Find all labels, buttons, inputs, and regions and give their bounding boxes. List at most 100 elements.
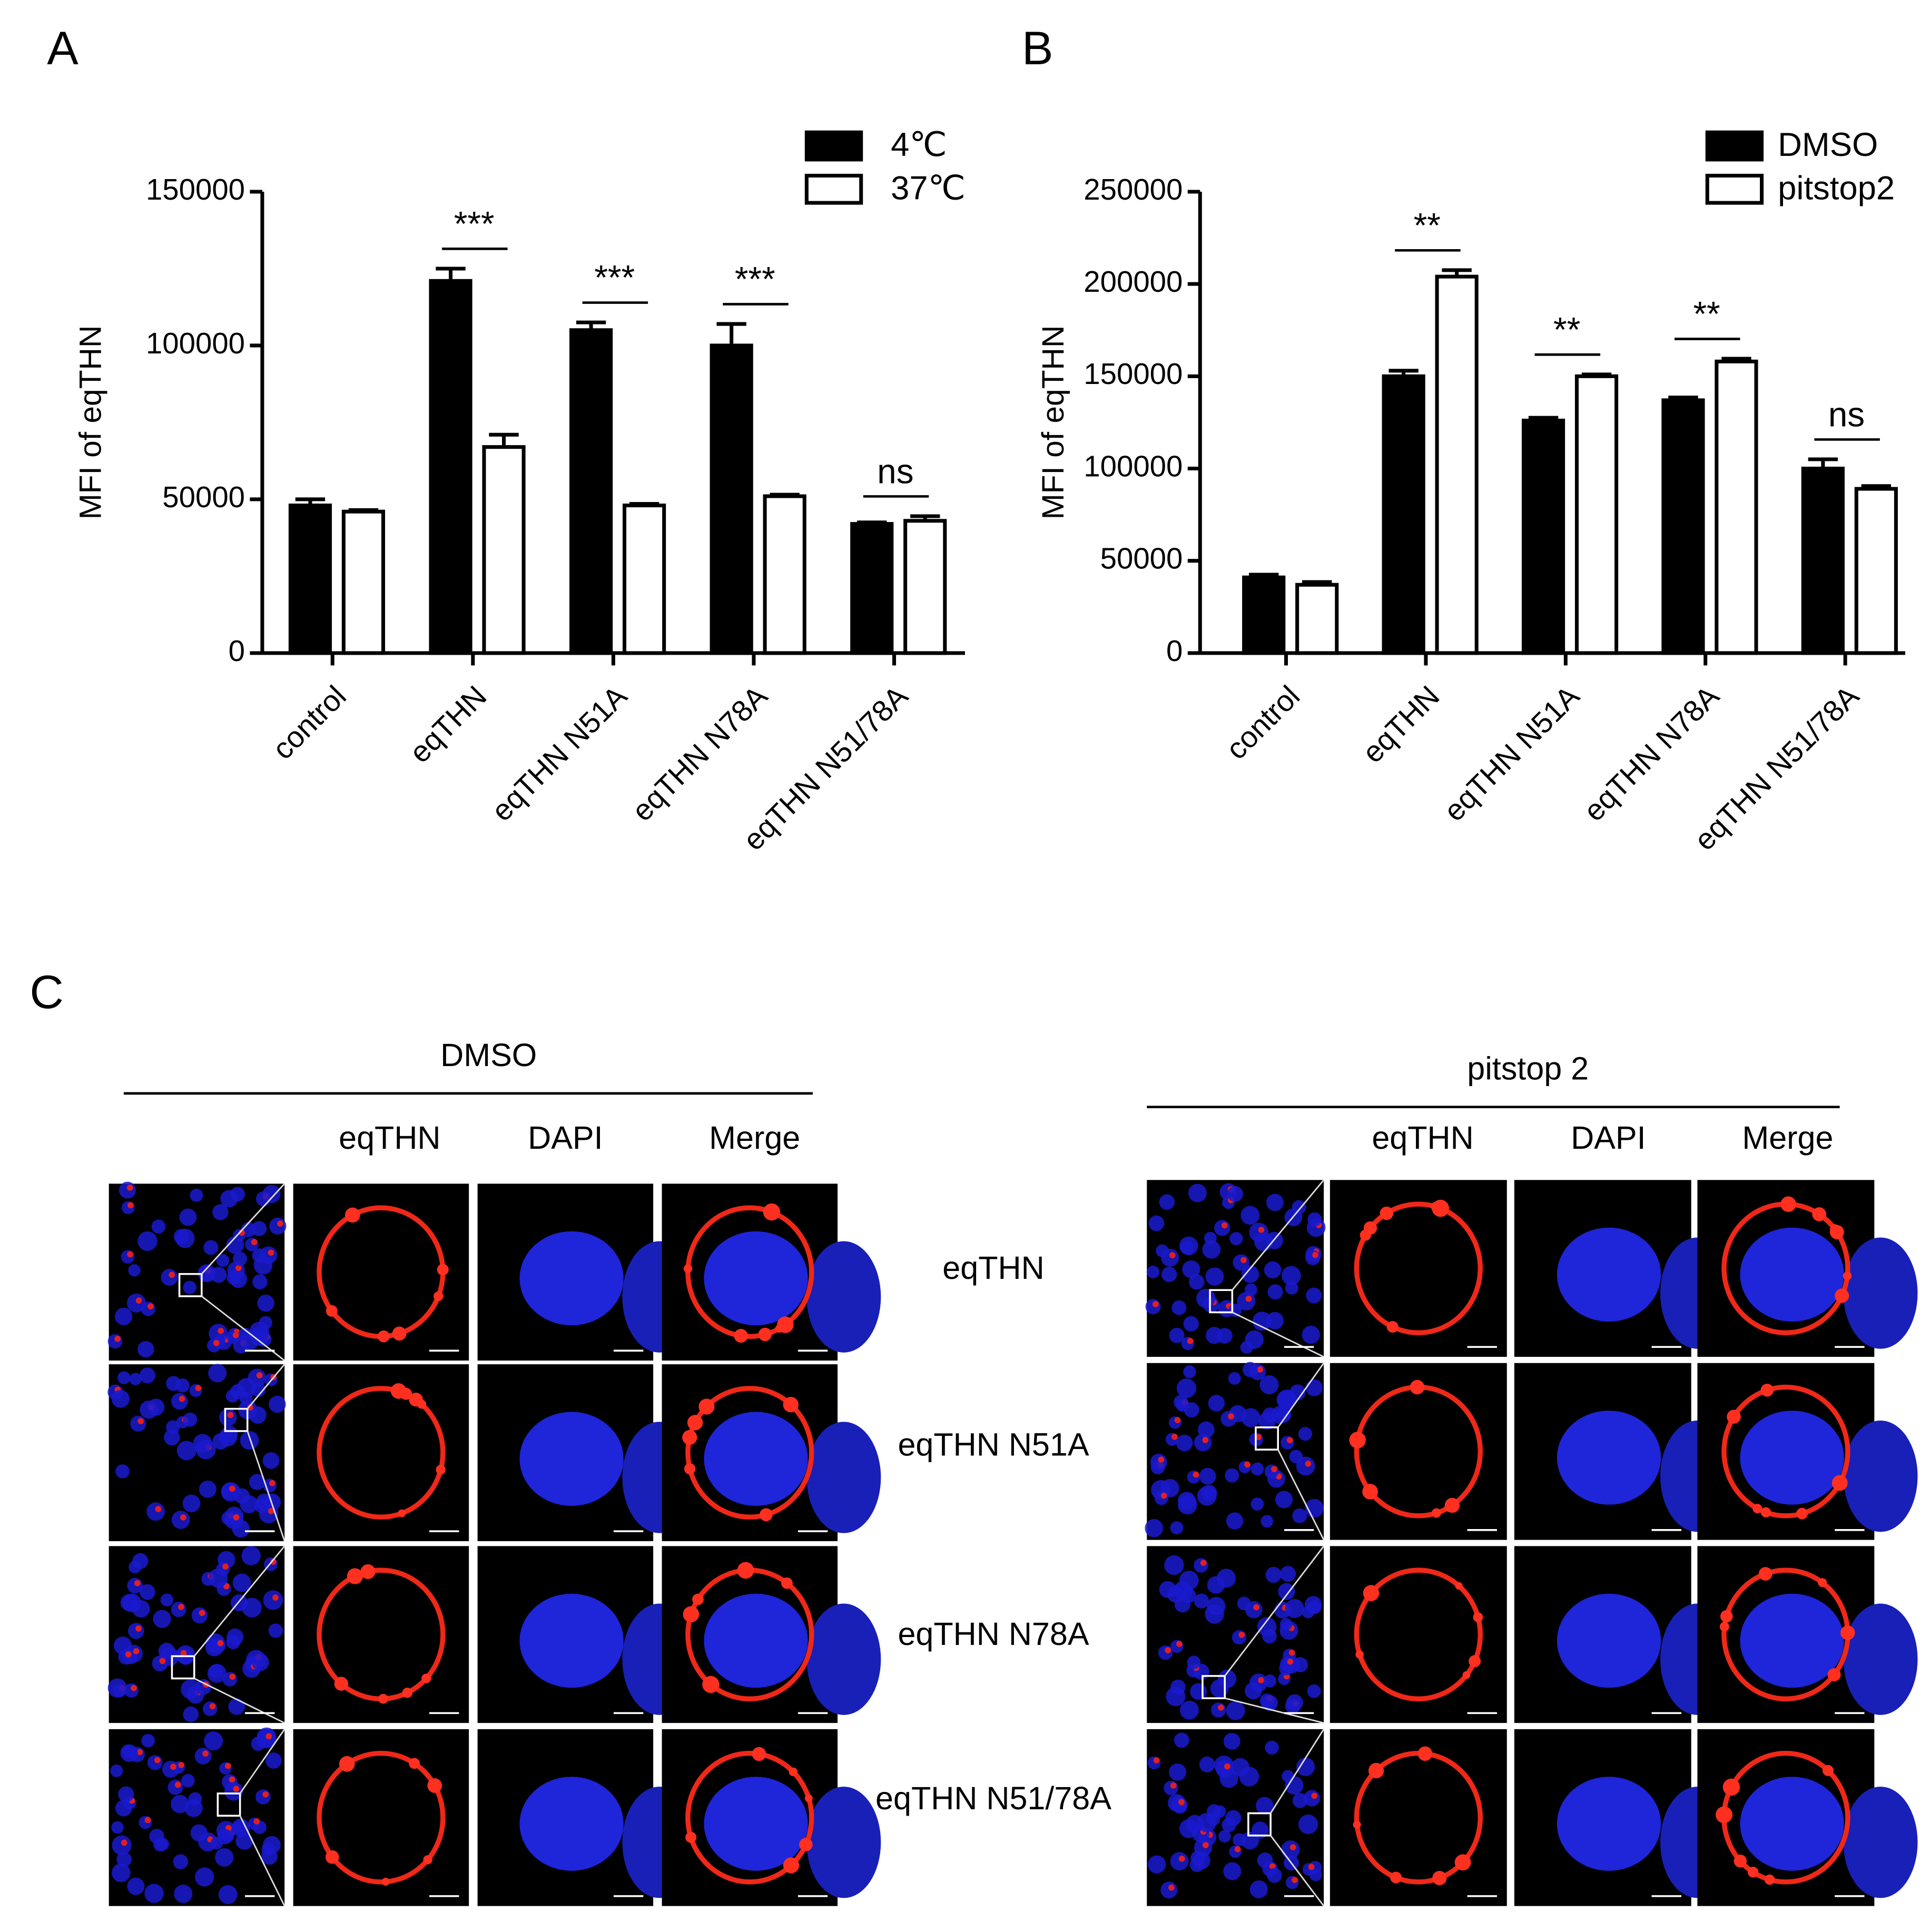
nucleus xyxy=(519,1593,624,1688)
signal-dot xyxy=(799,1838,813,1851)
nucleus xyxy=(1250,1497,1264,1511)
signal-dot xyxy=(144,1817,151,1823)
nucleus xyxy=(1278,1583,1295,1600)
signal-dot xyxy=(378,1330,390,1343)
nucleus xyxy=(1159,1194,1175,1210)
signal-dot xyxy=(381,1878,390,1886)
column-header: Merge xyxy=(1742,1120,1833,1156)
signal-dot xyxy=(155,1506,162,1512)
bar xyxy=(482,445,526,655)
nucleus xyxy=(141,1302,156,1316)
signal-dot xyxy=(760,1508,773,1522)
nucleus xyxy=(1158,1645,1173,1660)
nucleus xyxy=(203,1240,219,1255)
x-tick-label: eqTHN N51A xyxy=(485,679,634,827)
signal-dot xyxy=(265,1733,272,1740)
nucleus xyxy=(1264,1261,1282,1279)
signal-dot xyxy=(121,1839,127,1846)
zoom-line xyxy=(1224,1697,1324,1724)
signal-dot xyxy=(423,1855,432,1865)
signal-dot xyxy=(277,1220,283,1227)
nucleus xyxy=(174,1884,193,1903)
nucleus xyxy=(1169,1327,1185,1343)
signal-dot xyxy=(179,1395,185,1402)
membrane xyxy=(685,1386,814,1520)
nucleus xyxy=(269,1395,286,1413)
signal-dot xyxy=(131,1684,137,1691)
signal-dot xyxy=(1152,1301,1159,1307)
nucleus xyxy=(147,1398,165,1416)
nucleus xyxy=(704,1593,808,1688)
nucleus xyxy=(1239,1767,1259,1787)
nucleus xyxy=(1226,1512,1244,1530)
nucleus xyxy=(195,1679,212,1695)
nucleus xyxy=(182,1494,201,1513)
nucleus xyxy=(118,1786,134,1802)
bar xyxy=(1715,359,1758,655)
signal-dot xyxy=(1289,1844,1296,1850)
nucleus xyxy=(1160,1881,1178,1899)
bar xyxy=(1295,583,1339,655)
signal-dot xyxy=(1255,1434,1262,1441)
nucleus xyxy=(257,1294,274,1312)
signal-dot xyxy=(233,1786,240,1792)
signal-dot xyxy=(1218,1704,1224,1711)
nucleus xyxy=(1843,1237,1918,1349)
nucleus xyxy=(1256,1797,1274,1815)
legend-swatch xyxy=(1705,173,1764,205)
signal-dot xyxy=(147,1303,154,1309)
significance-label: *** xyxy=(735,260,775,299)
signal-dot xyxy=(1386,1321,1399,1333)
signal-dot xyxy=(270,1559,277,1565)
significance-label: *** xyxy=(454,204,495,243)
signal-dot xyxy=(1764,1874,1775,1885)
signal-dot xyxy=(1722,1778,1740,1796)
signal-dot xyxy=(268,1249,274,1256)
micrograph xyxy=(293,1364,469,1541)
signal-dot xyxy=(1455,1582,1463,1590)
bar xyxy=(903,519,947,655)
signal-dot xyxy=(1432,1870,1447,1886)
nucleus xyxy=(1216,1760,1234,1778)
nucleus xyxy=(1286,1694,1303,1711)
signal-dot xyxy=(421,1673,431,1683)
nucleus xyxy=(168,1779,183,1795)
nucleus xyxy=(121,1250,135,1264)
signal-dot xyxy=(1271,1466,1277,1473)
nucleus xyxy=(193,1434,212,1453)
nucleus xyxy=(1170,1679,1186,1695)
y-tick-label: 50000 xyxy=(1100,542,1183,575)
nucleus xyxy=(1170,1521,1184,1535)
nucleus xyxy=(1145,1519,1164,1537)
legend-label: DMSO xyxy=(1778,126,1878,163)
zoom-box xyxy=(224,1407,249,1432)
signal-dot xyxy=(378,1693,388,1704)
bar xyxy=(1574,374,1619,655)
signal-dot xyxy=(1305,1460,1312,1467)
nucleus xyxy=(116,1851,132,1867)
nucleus xyxy=(1169,1763,1187,1781)
signal-dot xyxy=(1234,1846,1241,1852)
nucleus xyxy=(1276,1389,1296,1410)
signal-dot xyxy=(229,1485,235,1492)
signal-dot xyxy=(1380,1206,1394,1220)
signal-dot xyxy=(1244,1461,1250,1468)
nucleus xyxy=(1194,1593,1209,1609)
nucleus xyxy=(176,1441,196,1461)
nucleus xyxy=(806,1422,881,1533)
nucleus xyxy=(1843,1603,1918,1715)
bar xyxy=(1801,467,1845,655)
nucleus xyxy=(1227,1186,1243,1202)
signal-dot xyxy=(180,1650,187,1657)
signal-dot xyxy=(134,1580,141,1586)
nucleus xyxy=(1282,1266,1301,1286)
signal-dot xyxy=(781,1577,793,1589)
nucleus xyxy=(1241,1831,1259,1850)
signal-dot xyxy=(339,1756,355,1772)
nucleus xyxy=(212,1204,229,1220)
bar xyxy=(1435,274,1479,655)
nucleus xyxy=(233,1251,248,1266)
nucleus xyxy=(216,1254,230,1267)
signal-dot xyxy=(1353,1820,1361,1829)
signal-dot xyxy=(235,1265,242,1271)
